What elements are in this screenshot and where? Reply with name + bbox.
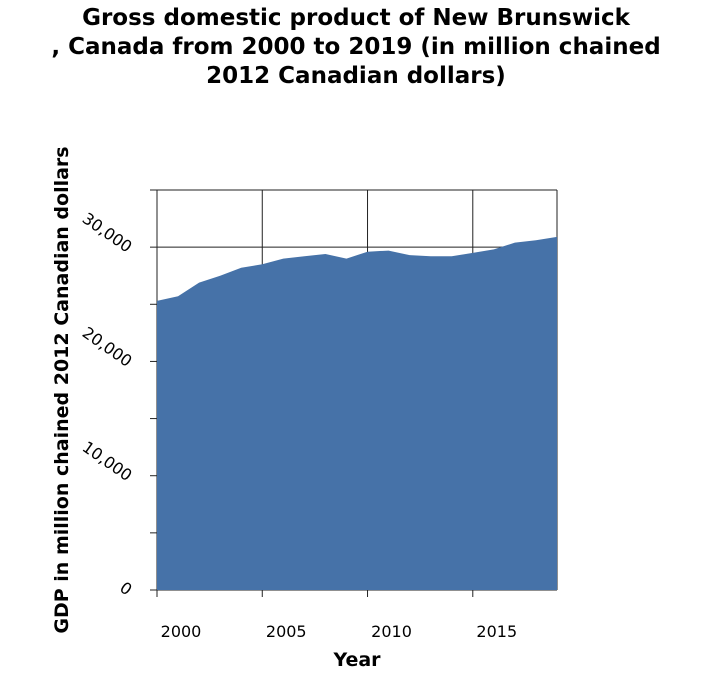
x-axis-label: Year [332, 649, 381, 671]
x-tick-label-2005: 2005 [266, 622, 307, 641]
x-tick-label-2010: 2010 [371, 622, 412, 641]
x-tick-label-2015: 2015 [476, 622, 517, 641]
y-tick-label-1: 10,000 [79, 437, 136, 485]
y-tick-label-3: 30,000 [79, 209, 136, 257]
chart-title-line-2: , Canada from 2000 to 2019 (in million c… [51, 34, 661, 60]
x-tick-label-2000: 2000 [161, 622, 202, 641]
gdp-area [157, 236, 557, 590]
chart-title: Gross domestic product of New Brunswick … [0, 4, 712, 91]
chart-title-line-3: 2012 Canadian dollars) [206, 63, 506, 89]
y-axis-label: GDP in million chained 2012 Canadian dol… [51, 146, 73, 633]
chart-title-line-1: Gross domestic product of New Brunswick [82, 5, 630, 31]
y-tick-label-0: 0 [116, 578, 135, 599]
y-tick-label-2: 20,000 [79, 323, 136, 371]
